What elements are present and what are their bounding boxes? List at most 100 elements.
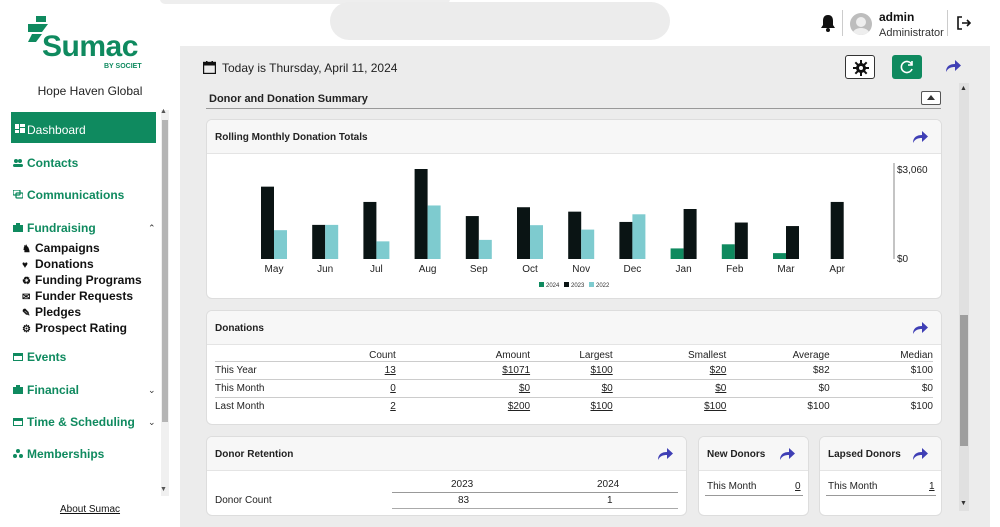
sidebar-item-memberships[interactable]: Memberships <box>13 447 104 461</box>
events-icon <box>13 353 23 361</box>
share-icon[interactable] <box>944 59 962 73</box>
bar-2022-dec[interactable] <box>632 214 646 259</box>
bar-2023-nov[interactable] <box>568 211 582 259</box>
card-title: Donations <box>215 323 264 334</box>
communications-icon <box>13 190 23 199</box>
share-icon[interactable] <box>911 321 929 335</box>
bar-2023-jun[interactable] <box>312 224 326 259</box>
x-tick-label: May <box>265 264 284 275</box>
sidebar-scrollbar-thumb[interactable] <box>162 120 168 422</box>
cell-largest[interactable]: $100 <box>590 401 613 412</box>
chevron-up-icon[interactable]: ⌃ <box>148 223 156 233</box>
sidebar-item-label: Prospect Rating <box>35 321 128 335</box>
funder-requests-icon: ✉ <box>22 292 31 303</box>
bar-2023-mar[interactable] <box>786 226 799 259</box>
scroll-up-icon[interactable]: ▲ <box>160 108 167 115</box>
cell-smallest[interactable]: $20 <box>709 365 727 376</box>
cell-amount[interactable]: $200 <box>507 401 531 412</box>
scroll-down-icon[interactable]: ▼ <box>160 486 167 493</box>
main-scrollbar[interactable] <box>959 83 969 511</box>
logout-icon[interactable] <box>957 16 971 30</box>
share-icon[interactable] <box>911 447 929 461</box>
bar-2023-aug[interactable] <box>414 169 428 259</box>
bar-2023-feb[interactable] <box>734 222 748 259</box>
divider <box>392 508 678 509</box>
cell-amount[interactable]: $1071 <box>502 365 531 376</box>
new-donors-value-link[interactable]: 0 <box>795 481 801 492</box>
scroll-up-icon[interactable]: ▲ <box>960 85 967 92</box>
share-icon[interactable] <box>778 447 796 461</box>
bar-2024-mar[interactable] <box>773 253 786 259</box>
sidebar-item-prospect-rating[interactable]: ⚙ Prospect Rating <box>22 321 127 335</box>
bar-2022-jul[interactable] <box>376 241 390 259</box>
bar-2022-aug[interactable] <box>427 205 441 259</box>
retention-year-2024: 2024 <box>597 479 620 490</box>
share-icon[interactable] <box>656 447 674 461</box>
bar-2023-may[interactable] <box>261 186 274 259</box>
retention-row-label: Donor Count <box>215 495 272 506</box>
bar-2023-jan[interactable] <box>683 209 697 259</box>
bar-2022-jun[interactable] <box>325 224 339 259</box>
cell-count[interactable]: 2 <box>390 401 396 412</box>
x-tick-label: Feb <box>726 264 744 275</box>
lapsed-donors-value-link[interactable]: 1 <box>929 481 935 492</box>
table-header-row: Count Amount Largest Smallest Average Me… <box>215 350 933 362</box>
sidebar-item-label: Memberships <box>27 447 105 461</box>
sidebar-item-label: Donations <box>35 257 94 271</box>
settings-button[interactable] <box>845 55 875 79</box>
about-link[interactable]: About Sumac <box>59 504 121 515</box>
row-label: Last Month <box>215 401 265 412</box>
cell-smallest[interactable]: $0 <box>715 383 727 394</box>
cell-largest[interactable]: $100 <box>590 365 613 376</box>
cell-largest[interactable]: $0 <box>601 383 613 394</box>
scroll-down-icon[interactable]: ▼ <box>960 500 967 507</box>
collapse-section-button[interactable] <box>921 91 941 105</box>
chevron-down-icon[interactable]: ⌄ <box>148 417 156 427</box>
bar-2023-apr[interactable] <box>830 201 844 259</box>
bar-2022-sep[interactable] <box>478 239 492 259</box>
cell-count[interactable]: 0 <box>390 383 396 394</box>
bar-2022-nov[interactable] <box>581 229 595 259</box>
sidebar-item-dashboard[interactable]: Dashboard <box>11 112 156 143</box>
card-title: Donor Retention <box>215 449 294 460</box>
bar-2023-oct[interactable] <box>517 207 530 259</box>
bar-2024-feb[interactable] <box>721 244 735 259</box>
sidebar: Sumac BY SOCIET Hope Haven Global Dashbo… <box>0 0 180 527</box>
legend-swatch <box>564 282 569 287</box>
bar-2022-oct[interactable] <box>530 225 543 259</box>
cell-smallest[interactable]: $100 <box>704 401 727 412</box>
bar-2024-jan[interactable] <box>670 248 684 259</box>
sidebar-item-label: Pledges <box>35 305 82 319</box>
sidebar-item-funder-requests[interactable]: ✉ Funder Requests <box>22 289 133 303</box>
chevron-down-icon[interactable]: ⌄ <box>148 385 156 395</box>
avatar[interactable] <box>850 13 872 35</box>
user-name[interactable]: admin <box>879 10 915 24</box>
sidebar-item-events[interactable]: Events <box>13 350 66 364</box>
retention-value-2023: 83 <box>458 495 470 506</box>
memberships-icon <box>13 449 23 458</box>
sidebar-item-contacts[interactable]: Contacts <box>13 156 78 170</box>
x-tick-label: Dec <box>624 264 642 275</box>
share-icon[interactable] <box>911 130 929 144</box>
cell-count[interactable]: 13 <box>384 365 396 376</box>
card-header: Donations <box>207 311 941 345</box>
sidebar-item-financial[interactable]: Financial <box>13 383 79 397</box>
bar-2023-sep[interactable] <box>465 216 479 259</box>
sidebar-item-communications[interactable]: Communications <box>13 188 124 202</box>
cell-average: $0 <box>818 383 830 394</box>
sidebar-item-label: Time & Scheduling <box>27 415 135 429</box>
bell-icon[interactable] <box>820 14 836 32</box>
sidebar-item-fundraising[interactable]: Fundraising <box>13 221 96 235</box>
sidebar-item-campaigns[interactable]: ♞ Campaigns <box>22 241 100 255</box>
bar-2023-dec[interactable] <box>619 221 633 259</box>
bar-2023-jul[interactable] <box>363 201 377 259</box>
sidebar-item-time-scheduling[interactable]: Time & Scheduling <box>13 415 135 429</box>
sidebar-item-funding-programs[interactable]: ♻ Funding Programs <box>22 273 142 287</box>
sidebar-item-pledges[interactable]: ✎ Pledges <box>22 305 81 319</box>
sidebar-item-donations[interactable]: ♥ Donations <box>22 257 94 271</box>
refresh-button[interactable] <box>892 55 922 79</box>
cell-amount[interactable]: $0 <box>518 383 531 394</box>
main-scrollbar-thumb[interactable] <box>960 315 968 446</box>
card-header: New Donors <box>699 437 808 471</box>
bar-2022-may[interactable] <box>274 230 287 259</box>
